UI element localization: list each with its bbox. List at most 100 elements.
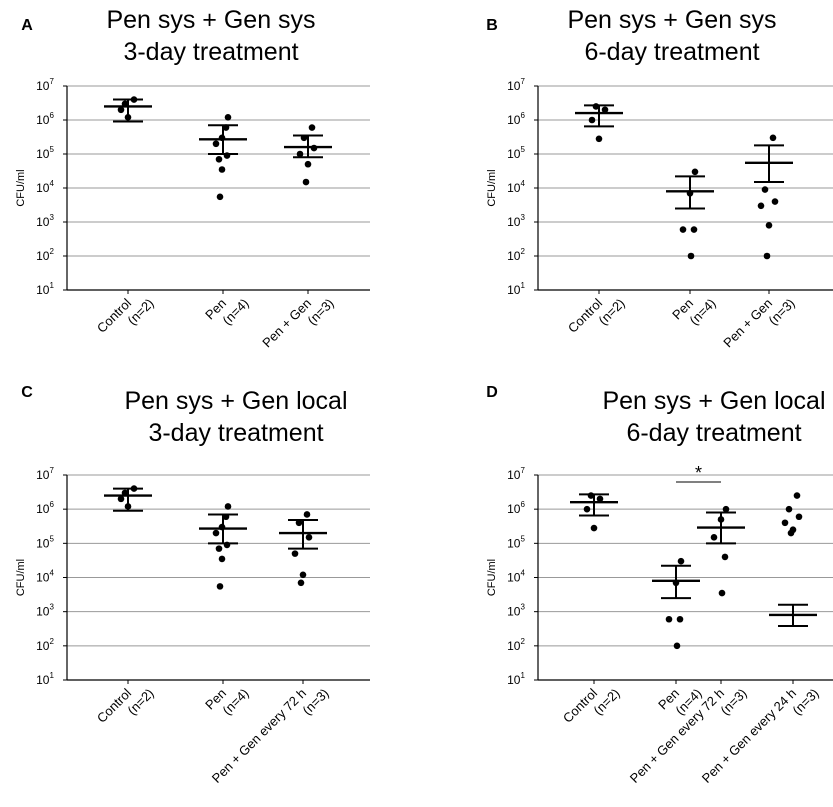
data-point [222,124,230,131]
data-point [769,134,777,142]
data-point [212,529,220,537]
data-point [216,583,224,590]
y-tick-label: 105 [36,534,54,550]
data-point [121,489,129,497]
data-point [308,124,316,131]
y-tick-label: 107 [36,466,54,482]
data-point [303,511,311,518]
data-point [583,505,591,513]
data-point [672,579,680,587]
chart-title-line2: 6-day treatment [626,419,801,447]
data-point [304,160,312,168]
data-point [673,642,681,650]
data-point [215,545,223,552]
y-tick-label: 101 [507,281,525,297]
panel-letter: A [21,17,33,34]
y-tick-label: 103 [36,603,54,619]
data-point [785,505,793,513]
x-category-label: Pen(n=4) [669,284,719,334]
data-point [130,485,138,492]
panel-b: B Pen sys + Gen sys 6-day treatment 101 102 1… [486,6,833,361]
y-tick-label: 107 [507,77,525,93]
data-point [218,134,226,142]
y-tick-label: 106 [36,111,54,127]
data-point [223,541,231,549]
y-tick-label: 101 [36,671,54,687]
data-point [117,106,125,114]
data-point [302,178,310,186]
data-point [721,553,729,561]
y-axis-label: CFU/ml [486,169,498,206]
data-point [216,193,224,201]
data-point [291,550,299,557]
data-point [297,579,305,587]
chart-title-line2: 6-day treatment [584,38,759,66]
data-point [722,505,730,513]
data-point [793,492,801,499]
data-point [691,168,699,176]
data-point [310,144,318,152]
y-tick-label: 107 [507,466,525,482]
data-point [763,252,771,260]
data-point [718,589,726,597]
chart-title-line1: Pen sys + Gen local [602,387,825,415]
chart-title-line1: Pen sys + Gen sys [567,6,776,34]
y-tick-label: 104 [36,179,54,195]
y-tick-label: 107 [36,77,54,93]
data-point [757,202,765,210]
panel-letter: D [486,384,498,401]
y-tick-label: 105 [36,145,54,161]
y-tick-label: 106 [36,500,54,516]
y-tick-label: 104 [507,179,525,195]
data-point [130,96,138,103]
data-point [710,534,718,541]
data-point [588,116,596,124]
data-point [676,615,684,623]
y-tick-label: 103 [507,603,525,619]
data-point [121,100,129,108]
data-point [295,519,303,527]
data-point [687,252,695,260]
data-point [224,114,232,121]
data-point [601,106,609,114]
panel-letter: C [21,384,33,401]
data-point [771,198,779,205]
data-point [761,186,769,193]
data-point [212,140,220,148]
panel-letter: B [486,17,498,34]
y-axis-label: CFU/ml [15,559,27,596]
chart-title-line1: Pen sys + Gen sys [106,6,315,34]
data-point [595,135,603,143]
data-point [686,189,694,197]
significance-label: * [695,463,702,483]
panel-c: C Pen sys + Gen local 3-day treatment 101 10… [15,384,370,797]
x-category-label: Pen + Gen every 72 h(n=3) [209,674,332,797]
x-category-label: Pen(n=4) [202,284,252,334]
chart-title-line1: Pen sys + Gen local [124,387,347,415]
y-tick-label: 106 [507,500,525,516]
panel-d: D Pen sys + Gen local 6-day treatment 101 10… [486,384,833,786]
data-point [665,615,673,623]
data-point [765,221,773,229]
y-tick-label: 102 [507,247,525,263]
x-category-label: Pen + Gen(n=3) [720,284,797,361]
panel-a: A Pen sys + Gen sys 3-day treatment 101 102 1… [15,6,370,361]
x-category-label: Control(n=2) [94,674,157,737]
data-point [690,226,698,233]
y-axis-label: CFU/ml [15,169,27,206]
x-category-label: Pen + Gen(n=3) [259,284,336,361]
y-axis-label: CFU/ml [486,559,498,596]
data-point [787,529,795,537]
data-point [305,534,313,541]
x-category-label: Control(n=2) [94,284,157,347]
y-tick-label: 103 [507,213,525,229]
data-point [124,503,132,510]
data-point [300,134,308,142]
y-tick-label: 103 [36,213,54,229]
data-point [218,555,226,563]
data-point [679,226,687,233]
y-tick-label: 104 [507,569,525,585]
data-point [117,495,125,503]
y-tick-label: 106 [507,111,525,127]
